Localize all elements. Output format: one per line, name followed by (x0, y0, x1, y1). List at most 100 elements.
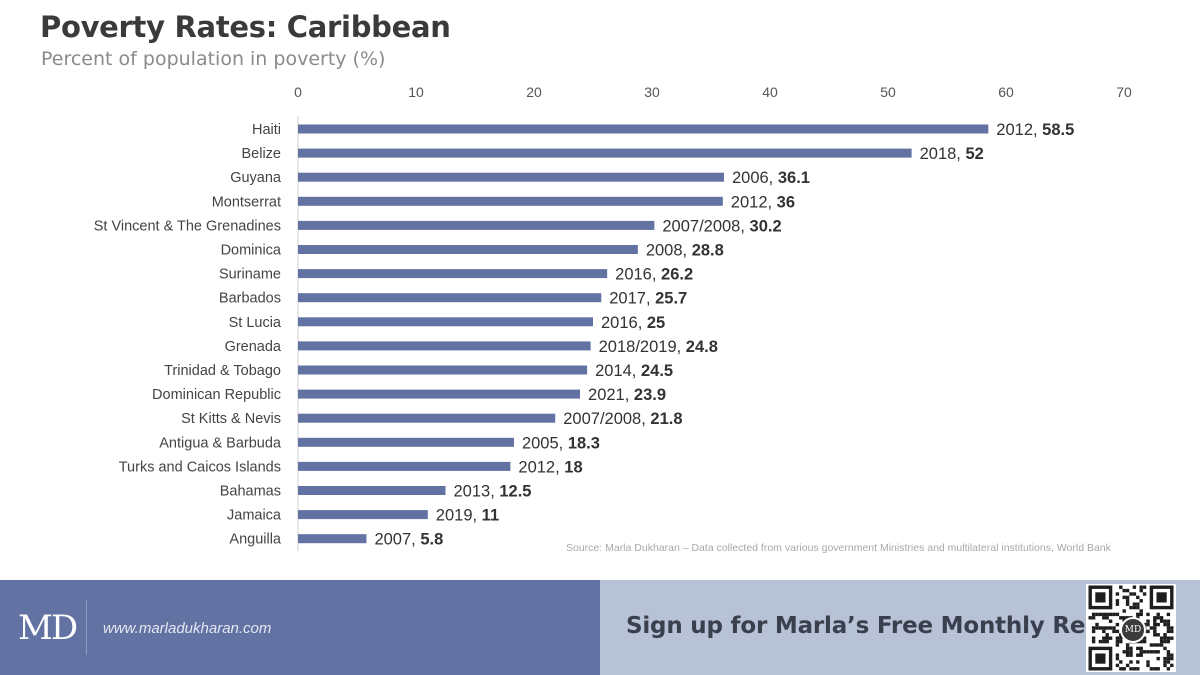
bar (298, 148, 912, 158)
bar (298, 196, 723, 206)
data-label: 2012, 58.5 (996, 121, 1074, 139)
bar (298, 461, 511, 471)
data-label-value: 24.5 (641, 362, 673, 380)
logo-divider (86, 600, 87, 655)
chart-subtitle: Percent of population in poverty (%) (41, 48, 386, 70)
qr-code-icon[interactable]: MD (1086, 584, 1176, 672)
data-label-value: 30.2 (750, 217, 782, 235)
data-label-year: 2016, (601, 314, 647, 332)
data-label: 2021, 23.9 (588, 386, 666, 404)
data-label-year: 2014, (595, 362, 641, 380)
bar (298, 365, 588, 375)
bar (298, 341, 591, 351)
category-label: Jamaica (227, 508, 282, 524)
data-label-year: 2018/2019, (599, 338, 686, 356)
bar (298, 317, 593, 327)
bar (298, 486, 446, 495)
data-label-value: 12.5 (499, 483, 531, 501)
data-label-value: 36.1 (778, 169, 810, 187)
bar (298, 510, 428, 520)
data-label-year: 2016, (615, 266, 661, 284)
data-label-year: 2007/2008, (563, 410, 650, 428)
data-label: 2007, 5.8 (374, 531, 443, 549)
footer-brand-panel: MD www.marladukharan.com (0, 580, 600, 675)
category-label: Haiti (252, 122, 281, 138)
data-label: 2018, 52 (920, 145, 984, 163)
data-label-value: 25.7 (655, 290, 687, 308)
data-label-value: 18 (564, 458, 582, 476)
data-label-value: 52 (965, 145, 983, 163)
footer-signup-panel[interactable]: Sign up for Marla’s Free Monthly Report … (600, 580, 1200, 675)
data-label-year: 2007/2008, (662, 217, 749, 235)
bar (298, 389, 581, 399)
category-label: St Lucia (229, 315, 282, 331)
data-label-year: 2008, (646, 242, 692, 260)
data-label: 2005, 18.3 (522, 434, 600, 452)
bar (298, 293, 602, 303)
category-label: St Kitts & Nevis (181, 411, 281, 427)
data-label: 2008, 28.8 (646, 242, 724, 260)
data-label-year: 2017, (609, 290, 655, 308)
data-label: 2017, 25.7 (609, 290, 687, 308)
chart-title: Poverty Rates: Caribbean (40, 10, 451, 44)
data-label: 2018/2019, 24.8 (599, 338, 718, 356)
x-tick-label: 0 (294, 84, 302, 100)
data-label: 2016, 25 (601, 314, 665, 332)
data-label-value: 36 (777, 193, 795, 211)
data-label: 2012, 36 (731, 193, 795, 211)
bar (298, 437, 514, 447)
x-tick-label: 60 (998, 84, 1014, 100)
data-label: 2016, 26.2 (615, 266, 693, 284)
data-label-value: 58.5 (1042, 121, 1074, 139)
category-label: Trinidad & Tobago (164, 363, 281, 379)
data-label-year: 2021, (588, 386, 634, 404)
data-label-year: 2012, (731, 193, 777, 211)
category-label: Antigua & Barbuda (159, 435, 282, 451)
x-tick-label: 30 (644, 84, 660, 100)
data-label: 2012, 18 (518, 458, 582, 476)
data-label-year: 2006, (732, 169, 778, 187)
bar (298, 245, 638, 254)
data-label-year: 2012, (518, 458, 564, 476)
data-label: 2006, 36.1 (732, 169, 810, 187)
x-tick-label: 40 (762, 84, 778, 100)
qr-badge-logo: MD (1120, 617, 1146, 643)
bar (298, 172, 724, 182)
data-label-year: 2018, (920, 145, 966, 163)
category-label: Dominica (221, 243, 282, 259)
website-link[interactable]: www.marladukharan.com (103, 620, 272, 637)
source-note: Source: Marla Dukharan – Data collected … (566, 542, 1111, 554)
bar (298, 220, 655, 230)
data-label-year: 2013, (454, 483, 500, 501)
data-label-value: 28.8 (692, 242, 724, 260)
bar (298, 413, 556, 423)
x-tick-label: 20 (526, 84, 542, 100)
category-label: Anguilla (229, 532, 282, 548)
x-tick-label: 50 (880, 84, 896, 100)
x-tick-label: 10 (408, 84, 424, 100)
data-label-year: 2012, (996, 121, 1042, 139)
category-label: Turks and Caicos Islands (119, 459, 281, 475)
data-label: 2014, 24.5 (595, 362, 673, 380)
category-label: Guyana (230, 170, 282, 186)
data-label-value: 26.2 (661, 266, 693, 284)
data-label: 2013, 12.5 (454, 483, 532, 501)
data-label: 2007/2008, 30.2 (662, 217, 781, 235)
x-tick-label: 70 (1116, 84, 1132, 100)
bar (298, 534, 367, 544)
data-label-year: 2007, (374, 531, 420, 549)
data-label-value: 25 (647, 314, 665, 332)
data-label: 2019, 11 (436, 507, 499, 525)
category-label: Barbados (219, 291, 281, 307)
data-label-value: 24.8 (686, 338, 718, 356)
data-label-value: 21.8 (650, 410, 682, 428)
category-label: St Vincent & The Grenadines (94, 218, 281, 234)
bar (298, 124, 989, 134)
data-label-year: 2005, (522, 434, 568, 452)
bar-chart: 0 10 20 30 40 50 60 70 Haiti 2012, 58.5 Belize 2018… (94, 84, 1132, 551)
category-label: Bahamas (220, 484, 281, 500)
data-label-year: 2019, (436, 507, 482, 525)
category-label: Suriname (219, 267, 281, 283)
data-label-value: 18.3 (568, 434, 600, 452)
signup-cta[interactable]: Sign up for Marla’s Free Monthly Report (626, 613, 1140, 639)
